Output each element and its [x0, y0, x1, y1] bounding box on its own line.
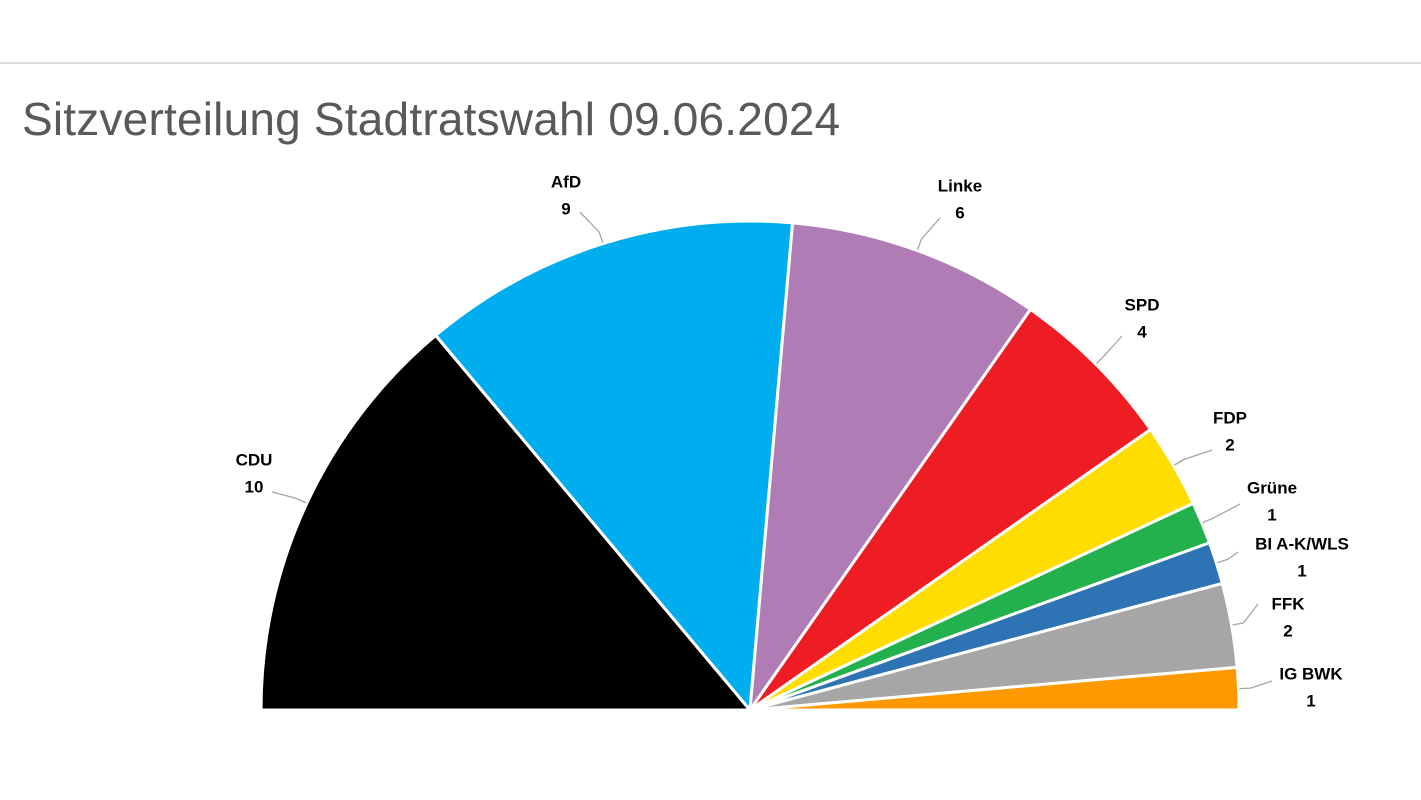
label-value-gr-ne: 1	[1267, 505, 1276, 524]
label-value-ig-bwk: 1	[1306, 691, 1315, 710]
leader-line-afd	[579, 211, 604, 243]
label-value-bi-a-k-wls: 1	[1297, 561, 1306, 580]
label-name-spd: SPD	[1125, 295, 1160, 314]
leader-line-bi-a-k-wls	[1217, 551, 1239, 564]
slice-cdu	[259, 333, 752, 712]
label-name-bi-a-k-wls: BI A-K/WLS	[1255, 534, 1349, 553]
leader-line-fdp	[1174, 449, 1213, 466]
label-value-linke: 6	[955, 203, 964, 222]
leader-line-linke	[916, 217, 941, 250]
leader-line-spd	[1096, 335, 1123, 364]
label-value-ffk: 2	[1283, 621, 1292, 640]
leader-line-ig-bwk	[1239, 680, 1273, 690]
label-name-cdu: CDU	[236, 450, 273, 469]
slice-afd	[434, 219, 795, 712]
label-name-ffk: FFK	[1271, 594, 1305, 613]
label-name-gr-ne: Grüne	[1247, 478, 1297, 497]
label-value-fdp: 2	[1225, 435, 1234, 454]
slice-linke	[748, 221, 1032, 712]
top-divider	[0, 62, 1421, 64]
label-name-ig-bwk: IG BWK	[1279, 664, 1343, 683]
leader-line-gr-ne	[1202, 503, 1241, 524]
label-value-spd: 4	[1137, 322, 1147, 341]
leader-line-ffk	[1232, 603, 1259, 626]
slice-spd	[748, 307, 1153, 712]
slice-ig-bwk	[748, 665, 1241, 712]
label-name-linke: Linke	[938, 176, 982, 195]
chart-title: Sitzverteilung Stadtratswahl 09.06.2024	[22, 93, 841, 145]
label-name-fdp: FDP	[1213, 408, 1247, 427]
label-value-cdu: 10	[245, 477, 264, 496]
leader-line-cdu	[271, 491, 307, 504]
label-value-afd: 9	[561, 199, 570, 218]
label-name-afd: AfD	[551, 172, 581, 191]
